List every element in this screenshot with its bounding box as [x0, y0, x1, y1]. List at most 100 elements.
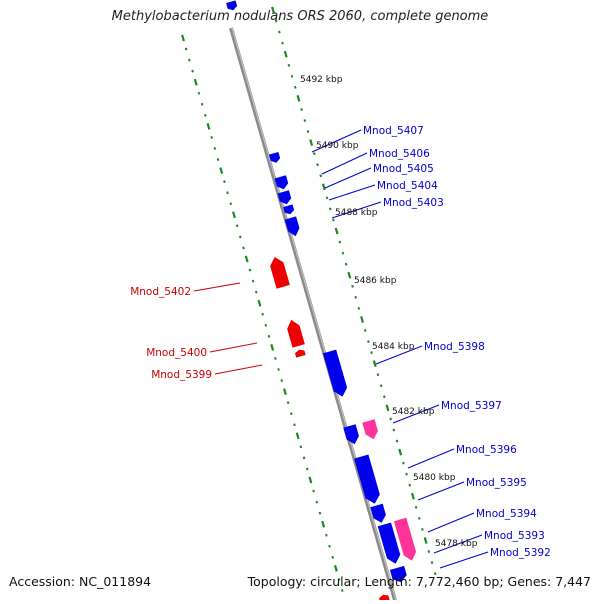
outer-ruler-tick	[303, 119, 307, 122]
rna-gene	[362, 419, 378, 440]
inner-ruler-tick	[315, 500, 319, 504]
forward-leader-line	[311, 129, 362, 153]
inner-ruler-tick	[321, 520, 326, 528]
outer-ruler-tick	[367, 340, 370, 343]
forward-leader-line	[328, 184, 376, 201]
outer-ruler-tick	[321, 183, 326, 191]
outer-ruler-tick	[338, 240, 342, 244]
forward-gene-label: Mnod_5406	[369, 148, 430, 160]
reverse-gene	[294, 349, 306, 358]
outer-ruler-tick	[417, 516, 421, 520]
inner-ruler-tick	[244, 255, 249, 263]
inner-ruler-tick	[226, 191, 229, 195]
forward-gene	[389, 565, 407, 583]
inner-ruler-tick	[267, 334, 271, 338]
forward-leader-line	[417, 481, 465, 501]
outer-ruler-tick	[325, 196, 329, 200]
forward-gene-label: Mnod_5395	[466, 477, 527, 489]
ruler-tick-label: 5484 kbp	[372, 342, 415, 352]
reverse-gene	[378, 594, 390, 603]
inner-ruler-tick	[191, 69, 194, 73]
outer-ruler-tick	[395, 439, 399, 443]
inner-ruler-tick	[299, 445, 303, 449]
outer-ruler-tick	[328, 207, 332, 211]
outer-ruler-tick	[271, 6, 275, 14]
outer-ruler-tick	[376, 373, 380, 377]
inner-ruler-tick	[197, 91, 201, 95]
inner-ruler-tick	[193, 78, 198, 86]
outer-ruler-tick	[319, 174, 322, 178]
inner-ruler-tick	[286, 401, 290, 405]
outer-ruler-tick	[341, 251, 345, 255]
forward-leader-line	[439, 551, 489, 569]
forward-gene-label: Mnod_5394	[476, 508, 537, 520]
outer-ruler	[271, 6, 437, 576]
inner-ruler-tick	[277, 368, 280, 371]
ruler-tick-label: 5486 kbp	[354, 276, 397, 286]
label-leader-lines	[193, 129, 489, 569]
forward-gene-label: Mnod_5397	[441, 400, 502, 412]
inner-ruler-tick	[305, 467, 309, 471]
inner-ruler-tick	[206, 123, 211, 130]
inner-ruler-tick	[223, 180, 226, 184]
inner-ruler-tick	[293, 423, 296, 427]
outer-ruler-tick	[296, 95, 301, 102]
forward-gene	[284, 216, 300, 237]
outer-ruler-tick	[360, 316, 364, 323]
forward-leader-line	[427, 512, 475, 533]
accession-text: Accession: NC_011894	[9, 574, 152, 589]
outer-ruler-tick	[334, 227, 339, 235]
ruler-tick-labels: 5492 kbp 5490 kbp 5488 kbp 5486 kbp 5484 kbp…	[300, 75, 478, 549]
forward-gene	[370, 503, 386, 523]
inner-ruler-tick	[261, 312, 264, 316]
inner-ruler-tick	[254, 290, 258, 294]
outer-ruler-tick	[430, 561, 434, 565]
outer-ruler-tick	[392, 428, 396, 432]
reverse-leader-line	[214, 364, 263, 375]
inner-ruler-tick	[239, 235, 242, 239]
forward-gene	[274, 175, 289, 190]
outer-ruler-tick	[287, 63, 291, 67]
outer-ruler-tick	[274, 19, 278, 23]
outer-ruler-tick	[290, 74, 294, 78]
outer-ruler-tick	[281, 41, 284, 45]
outer-ruler-tick	[370, 351, 373, 355]
reverse-gene-label: Mnod_5399	[151, 369, 212, 381]
reverse-leader-line	[209, 342, 258, 353]
inner-ruler-tick	[340, 589, 344, 592]
inner-ruler-tick	[274, 357, 277, 360]
forward-gene	[226, 0, 238, 11]
genome-backbone	[229, 27, 397, 601]
outer-ruler-tick	[414, 505, 418, 509]
inner-ruler-tick	[280, 379, 284, 382]
inner-ruler-tick	[181, 34, 185, 42]
inner-ruler-tick	[210, 136, 213, 139]
ruler-tick-label: 5490 kbp	[316, 141, 359, 151]
inner-ruler-tick	[184, 47, 188, 51]
outer-ruler-tick	[405, 472, 408, 476]
inner-ruler-tick	[328, 544, 331, 548]
reverse-gene	[287, 319, 305, 348]
outer-ruler-tick	[433, 572, 437, 576]
gene-labels: Mnod_5407 Mnod_5406 Mnod_5405 Mnod_5404 Mnod…	[130, 125, 551, 559]
genome-summary-text: Topology: circular; Length: 7,772,460 bp…	[247, 574, 591, 589]
forward-gene	[354, 454, 380, 504]
outer-ruler-tick	[293, 85, 297, 89]
reverse-leader-line	[193, 282, 241, 292]
inner-ruler-tick	[318, 511, 322, 515]
reverse-gene	[270, 257, 290, 289]
forward-gene-label: Mnod_5393	[484, 530, 545, 542]
forward-leader-line	[331, 201, 382, 219]
outer-ruler-tick	[351, 284, 354, 288]
forward-leader-line	[375, 345, 423, 365]
backbone-line	[229, 27, 397, 601]
forward-gene-label: Mnod_5407	[363, 125, 424, 137]
forward-gene-label: Mnod_5396	[456, 444, 517, 456]
inner-ruler-tick	[200, 102, 204, 106]
outer-ruler-tick	[316, 163, 319, 167]
map-title: Methylobacterium nodulans ORS 2060, comp…	[111, 9, 489, 24]
inner-ruler-tick	[295, 432, 300, 440]
forward-gene	[268, 151, 281, 163]
outer-ruler-tick	[421, 527, 424, 531]
